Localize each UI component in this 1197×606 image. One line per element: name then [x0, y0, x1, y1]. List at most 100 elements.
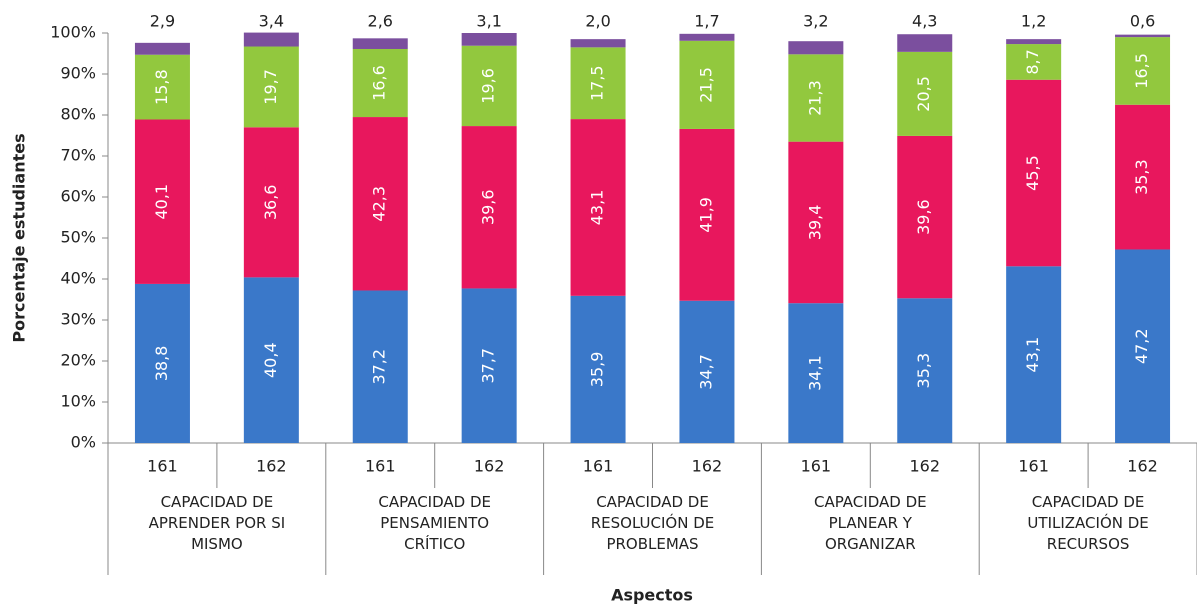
bar-segment: [243, 32, 299, 47]
value-label: 43,1: [588, 190, 607, 226]
value-label: 2,9: [150, 12, 175, 31]
x-tick-label: 162: [256, 457, 287, 476]
bar-segment: [243, 277, 299, 443]
y-tick-label: 20%: [60, 351, 96, 370]
value-label: 3,1: [476, 12, 501, 31]
bar-segment: [788, 41, 844, 55]
bar-segment: [570, 47, 626, 120]
value-label: 34,7: [696, 354, 715, 390]
bar-segment: [897, 51, 953, 136]
x-tick-label: 161: [583, 457, 614, 476]
value-label: 8,7: [1023, 49, 1042, 74]
bar-segment: [134, 42, 190, 55]
value-label: 39,4: [805, 205, 824, 241]
bar-segment: [679, 33, 735, 41]
group-label: CAPACIDAD DE PENSAMIENTO CRÍTICO: [378, 493, 491, 553]
value-label: 43,1: [1023, 337, 1042, 373]
x-tick-label: 162: [909, 457, 940, 476]
group-label: CAPACIDAD DE UTILIZACIÓN DE RECURSOS: [1027, 493, 1149, 553]
bar-segment: [788, 303, 844, 443]
bar-segment: [134, 283, 190, 443]
y-tick-label: 70%: [60, 146, 96, 165]
bar-segment: [1006, 79, 1062, 267]
bar-segment: [461, 45, 517, 127]
x-axis-label: Aspectos: [611, 586, 693, 605]
bar-segment: [1006, 266, 1062, 443]
bar-segment: [897, 298, 953, 443]
value-label: 36,6: [261, 185, 280, 221]
y-tick-label: 60%: [60, 187, 96, 206]
value-label: 16,6: [370, 65, 389, 101]
bar-segment: [134, 119, 190, 284]
bar-segment: [570, 295, 626, 443]
y-axis-label: Porcentaje estudiantes: [10, 133, 29, 342]
value-label: 39,6: [479, 189, 498, 225]
bar-segment: [461, 126, 517, 289]
bar-segment: [788, 141, 844, 304]
value-label: 47,2: [1132, 328, 1151, 364]
value-label: 1,7: [694, 12, 719, 31]
y-tick-label: 100%: [50, 23, 96, 42]
bar-segment: [461, 288, 517, 443]
value-label: 2,6: [368, 12, 393, 31]
y-tick-label: 0%: [71, 433, 96, 452]
value-label: 45,5: [1023, 155, 1042, 191]
value-label: 2,0: [585, 12, 610, 31]
value-label: 37,2: [370, 349, 389, 385]
value-label: 19,6: [479, 68, 498, 104]
bar-segment: [788, 54, 844, 142]
bar-segment: [243, 127, 299, 278]
x-tick-label: 162: [1127, 457, 1158, 476]
value-label: 3,2: [803, 12, 828, 31]
value-label: 1,2: [1021, 12, 1046, 31]
bar-segment: [243, 46, 299, 128]
value-label: 41,9: [696, 197, 715, 233]
y-tick-label: 10%: [60, 392, 96, 411]
value-label: 3,4: [259, 12, 284, 31]
bar-segment: [897, 34, 953, 52]
value-label: 42,3: [370, 186, 389, 222]
value-label: 21,5: [696, 67, 715, 103]
bar-segment: [1006, 44, 1062, 80]
value-label: 40,4: [261, 342, 280, 378]
bar-segment: [1115, 34, 1171, 38]
value-label: 16,5: [1132, 53, 1151, 89]
value-label: 17,5: [588, 65, 607, 101]
value-label: 4,3: [912, 12, 937, 31]
x-tick-label: 162: [474, 457, 505, 476]
x-tick-label: 161: [365, 457, 396, 476]
bar-segment: [352, 290, 408, 443]
value-label: 21,3: [805, 80, 824, 116]
y-tick-label: 40%: [60, 269, 96, 288]
value-label: 20,5: [914, 76, 933, 112]
value-label: 0,6: [1130, 12, 1155, 31]
group-label: CAPACIDAD DE APRENDER POR SI MISMO: [148, 493, 286, 553]
group-label: CAPACIDAD DE RESOLUCIÓN DE PROBLEMAS: [590, 493, 715, 553]
bar-segment: [570, 39, 626, 48]
y-tick-label: 90%: [60, 64, 96, 83]
value-label: 37,7: [479, 348, 498, 384]
value-label: 40,1: [152, 184, 171, 220]
bar-segment: [461, 33, 517, 46]
y-tick-label: 80%: [60, 105, 96, 124]
x-tick-label: 161: [147, 457, 178, 476]
x-tick-label: 162: [692, 457, 723, 476]
value-label: 38,8: [152, 346, 171, 382]
bar-segment: [897, 135, 953, 299]
value-label: 35,9: [588, 352, 607, 388]
bar-segment: [352, 38, 408, 49]
bar-segment: [679, 300, 735, 443]
value-label: 34,1: [805, 355, 824, 391]
bar-segment: [1115, 249, 1171, 443]
bar-segment: [1115, 104, 1171, 250]
bar-segment: [679, 128, 735, 301]
y-tick-label: 30%: [60, 310, 96, 329]
group-label: CAPACIDAD DE PLANEAR Y ORGANIZAR: [813, 493, 927, 553]
bar-segment: [1115, 37, 1171, 105]
bar-segment: [134, 54, 190, 120]
value-label: 35,3: [914, 353, 933, 389]
value-label: 35,3: [1132, 159, 1151, 195]
bar-segment: [352, 117, 408, 291]
value-label: 15,8: [152, 69, 171, 105]
